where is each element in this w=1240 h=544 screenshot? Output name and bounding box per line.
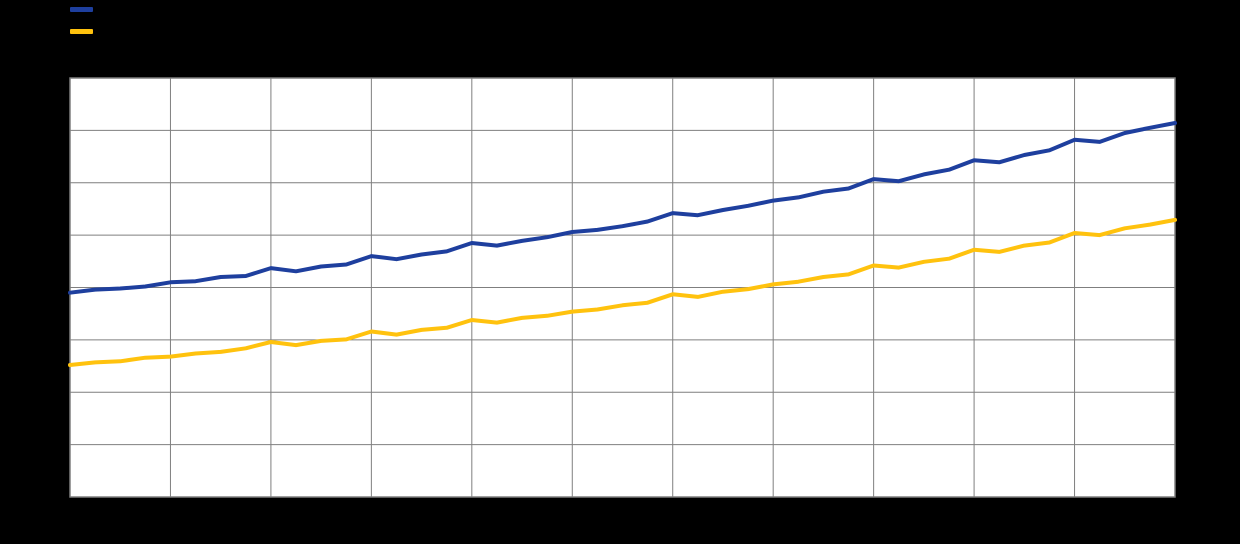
legend-item-series-blue <box>70 7 93 12</box>
legend-swatch-series-yellow <box>70 29 93 34</box>
legend <box>70 7 93 34</box>
legend-swatch-series-blue <box>70 7 93 12</box>
legend-item-series-yellow <box>70 29 93 34</box>
